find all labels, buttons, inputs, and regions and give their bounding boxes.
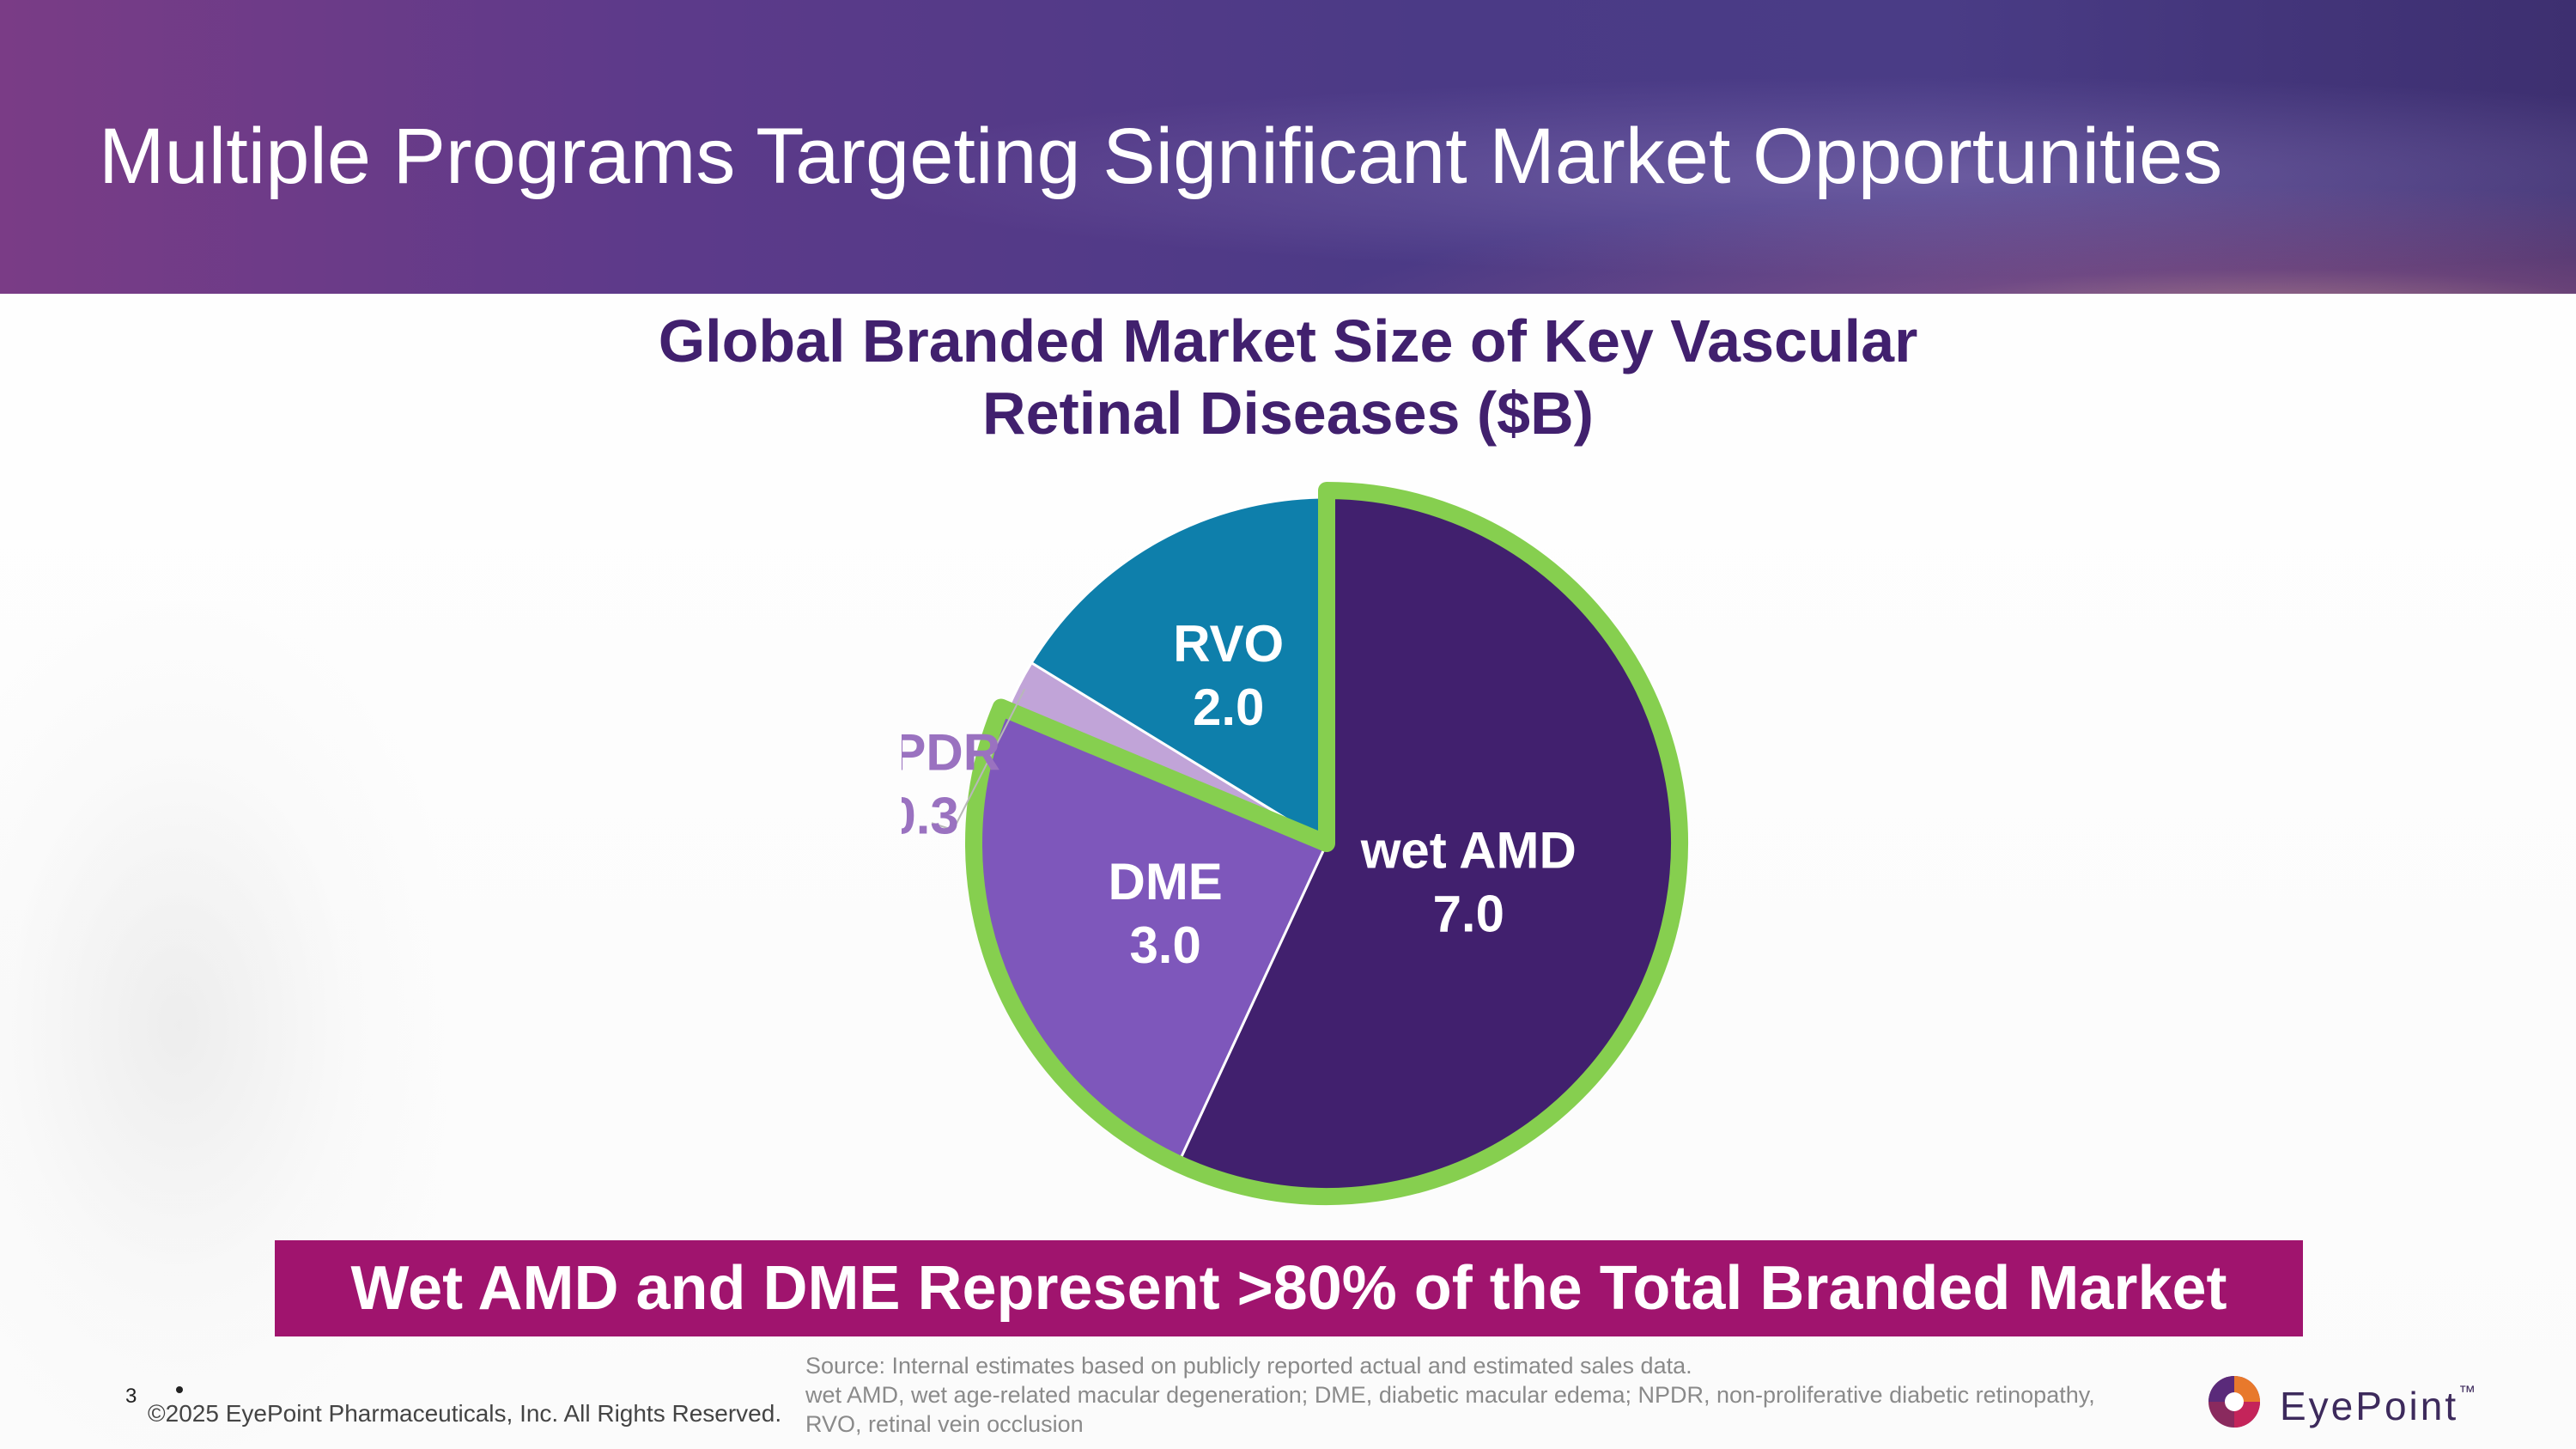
source-line-2: wet AMD, wet age-related macular degener… — [805, 1382, 2095, 1408]
slice-category-npdr: NPDR — [902, 723, 1000, 781]
slice-value-wet-amd: 7.0 — [1433, 885, 1504, 942]
chart-title-line-1: Global Branded Market Size of Key Vascul… — [658, 307, 1918, 374]
pie-leader-lines — [931, 688, 1026, 831]
chart-title-line-2: Retinal Diseases ($B) — [982, 380, 1594, 447]
logo-wordmark: EyePoint™ — [2280, 1383, 2478, 1429]
logo-trademark: ™ — [2458, 1383, 2479, 1402]
source-note: Source: Internal estimates based on publ… — [805, 1351, 2214, 1439]
eyepoint-logo: EyePoint™ — [2198, 1366, 2490, 1434]
eyepoint-logo-mark-icon — [2208, 1376, 2260, 1428]
slice-label-rvo: RVO 2.0 — [1173, 615, 1284, 736]
highlight-outline-wet-amd-dme — [965, 482, 1688, 1205]
slice-value-dme: 3.0 — [1129, 916, 1200, 974]
slice-value-npdr: 0.3 — [902, 787, 959, 844]
slice-label-npdr: NPDR 0.3 — [902, 723, 1000, 844]
slice-category-dme: DME — [1108, 853, 1222, 910]
page-number: 3 — [125, 1385, 137, 1408]
pie-slice-rvo — [1030, 496, 1328, 846]
callout-banner: Wet AMD and DME Represent >80% of the To… — [275, 1240, 2303, 1336]
slide-title: Multiple Programs Targeting Significant … — [99, 113, 2223, 200]
pie-labels: wet AMD 7.0 DME 3.0 NPDR 0.3 RVO 2.0 — [902, 615, 1577, 974]
slice-label-wet-amd: wet AMD 7.0 — [1360, 821, 1577, 942]
logo-text: EyePoint — [2280, 1384, 2459, 1428]
pie-highlight-outline — [965, 482, 1688, 1205]
slice-value-rvo: 2.0 — [1193, 679, 1264, 736]
header-banner: Multiple Programs Targeting Significant … — [0, 0, 2576, 294]
pie-chart: wet AMD 7.0 DME 3.0 NPDR 0.3 RVO 2.0 — [902, 482, 1688, 1205]
leader-line-npdr — [931, 688, 1026, 831]
slice-category-wet-amd: wet AMD — [1360, 821, 1577, 879]
source-line-3: RVO, retinal vein occlusion — [805, 1411, 1084, 1437]
slice-category-rvo: RVO — [1173, 615, 1284, 673]
copyright: ©2025 EyePoint Pharmaceuticals, Inc. All… — [148, 1400, 782, 1427]
slice-label-dme: DME 3.0 — [1108, 853, 1222, 974]
chart-title: Global Branded Market Size of Key Vascul… — [515, 305, 2061, 449]
source-line-1: Source: Internal estimates based on publ… — [805, 1353, 1692, 1379]
footer-bullet — [176, 1386, 183, 1393]
